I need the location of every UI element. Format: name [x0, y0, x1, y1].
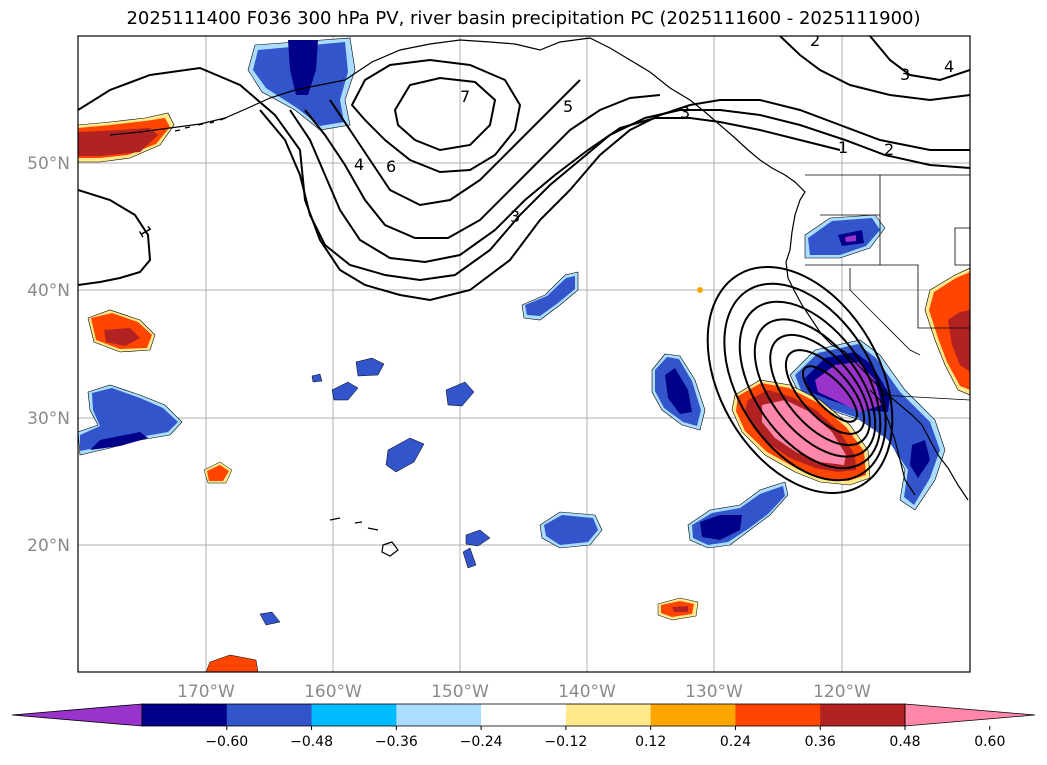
colorbar: −0.60 −0.48 −0.36 −0.24 −0.12 0.12 0.24 0.36 0.4… [11, 703, 1036, 750]
contour-label: 2 [884, 140, 894, 159]
contour-label: 5 [563, 97, 573, 116]
contour-label: 4 [944, 57, 954, 76]
lat-label: 20°N [27, 536, 70, 556]
contour-label: 4 [354, 155, 364, 174]
colorbar-tick-label: 0.12 [635, 734, 666, 750]
borders [805, 174, 970, 401]
lon-label: 140°W [558, 682, 616, 702]
contour-label: 3 [900, 65, 910, 84]
gridlines [78, 36, 970, 672]
colorbar-tick-label: −0.60 [205, 734, 248, 750]
colorbar-tick-label: 0.48 [889, 734, 920, 750]
colorbar-tick-label: 0.24 [720, 734, 751, 750]
colorbar-tick-label: −0.24 [460, 734, 503, 750]
colorbar-segment [820, 704, 906, 726]
colorbar-tick-label: 0.36 [805, 734, 836, 750]
colorbar-segment [565, 704, 652, 726]
colorbar-tick-label: −0.12 [544, 734, 587, 750]
map-content: 1 1 2 2 3 3 3 4 4 5 6 7 [78, 31, 970, 672]
lat-label: 50°N [27, 154, 70, 174]
lat-label: 30°N [27, 409, 70, 429]
colorbar-extend-min [11, 703, 143, 727]
colorbar-extend-max [904, 703, 1036, 727]
contour-label: 1 [838, 138, 848, 157]
colorbar-segment [650, 704, 736, 726]
colorbar-segment [226, 704, 313, 726]
positive-anomaly-fields [78, 112, 970, 672]
pv-contours [78, 36, 970, 494]
map-title: 2025111400 F036 300 hPa PV, river basin … [126, 8, 921, 29]
contour-label: 6 [386, 157, 396, 176]
contour-label: 7 [460, 87, 470, 106]
colorbar-segment [481, 704, 567, 726]
lon-label: 120°W [813, 682, 871, 702]
colorbar-tick-label: 0.60 [974, 734, 1005, 750]
lon-label: 130°W [685, 682, 743, 702]
coastlines [109, 37, 969, 557]
colorbar-segment [396, 704, 482, 726]
lat-label: 40°N [27, 281, 70, 301]
colorbar-tick-label: −0.36 [375, 734, 418, 750]
contour-label: 3 [680, 103, 690, 122]
colorbar-segment [735, 704, 821, 726]
lon-label: 150°W [431, 682, 489, 702]
colorbar-segment [142, 704, 228, 726]
contour-label: 2 [810, 31, 820, 50]
lon-label: 170°W [177, 682, 235, 702]
colorbar-tick-label: −0.48 [290, 734, 333, 750]
lon-label: 160°W [304, 682, 362, 702]
contour-label: 3 [510, 207, 520, 226]
colorbar-segment [311, 704, 397, 726]
colorbar-frame [141, 703, 906, 727]
map-frame [77, 35, 971, 673]
